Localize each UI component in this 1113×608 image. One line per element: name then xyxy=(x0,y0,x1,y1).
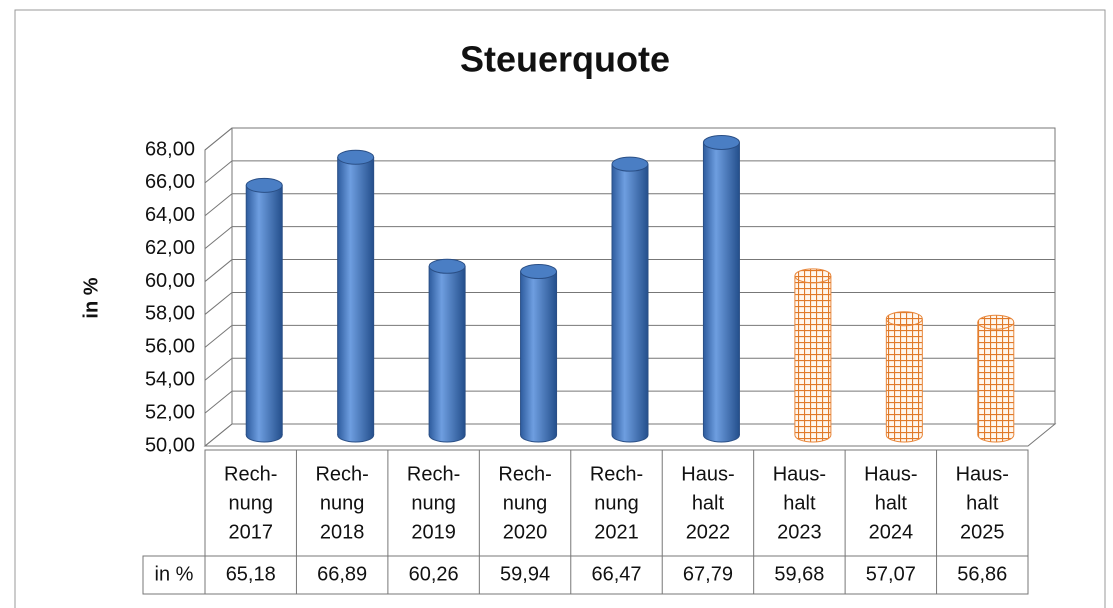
category-label: 2022 xyxy=(686,521,731,543)
bar-body xyxy=(520,271,557,435)
value-label: 66,47 xyxy=(591,563,641,585)
category-label: Haus- xyxy=(773,463,826,485)
value-label: 56,86 xyxy=(957,563,1007,585)
category-label: halt xyxy=(875,492,908,514)
bar xyxy=(794,268,832,443)
grid-line xyxy=(204,324,1055,348)
category-label: 2018 xyxy=(320,521,365,543)
bar-body xyxy=(337,157,374,435)
category-label: nung xyxy=(594,492,639,514)
bar-top xyxy=(520,264,558,280)
category-label: 2021 xyxy=(594,521,639,543)
bar-edge xyxy=(702,142,740,435)
y-tick-label: 52,00 xyxy=(145,401,195,423)
bar-top xyxy=(611,156,649,172)
y-tick-label: 66,00 xyxy=(145,171,195,193)
y-tick-label: 62,00 xyxy=(145,237,195,259)
category-label: nung xyxy=(320,492,365,514)
bar xyxy=(611,156,649,443)
category-label: 2025 xyxy=(960,521,1005,543)
value-label: 59,68 xyxy=(774,563,824,585)
bar-body xyxy=(612,164,648,435)
y-tick-label: 54,00 xyxy=(145,369,195,391)
bar xyxy=(702,134,740,443)
grid-line xyxy=(204,259,1055,282)
grid-line xyxy=(204,193,1055,217)
bar-body xyxy=(429,266,466,435)
value-label: 60,26 xyxy=(409,563,459,585)
category-label: halt xyxy=(692,492,725,514)
bar-body xyxy=(977,322,1014,435)
y-tick-label: 64,00 xyxy=(145,204,195,226)
table-value-row xyxy=(142,555,1029,595)
bar-edge xyxy=(337,157,375,435)
bar-body xyxy=(886,318,923,435)
bar xyxy=(245,177,283,443)
bar xyxy=(428,258,466,443)
grid-line xyxy=(204,127,1055,151)
bar-edge xyxy=(611,164,649,435)
y-tick-label: 58,00 xyxy=(145,303,195,325)
bar-edge xyxy=(520,271,558,435)
bar-top xyxy=(885,311,923,327)
bar-top xyxy=(702,134,740,150)
category-label: Rech- xyxy=(224,463,277,485)
category-label: Rech- xyxy=(590,463,643,485)
grid-line xyxy=(204,423,1055,447)
y-tick-label: 60,00 xyxy=(145,270,195,292)
value-label: 66,89 xyxy=(317,563,367,585)
category-label: Rech- xyxy=(407,463,460,485)
category-label: 2020 xyxy=(503,521,548,543)
grid-line xyxy=(204,357,1055,381)
bar-top xyxy=(428,258,466,274)
bar-body xyxy=(703,142,740,435)
category-label: Rech- xyxy=(498,463,551,485)
category-label: 2017 xyxy=(228,521,273,543)
y-tick-label: 56,00 xyxy=(145,336,195,358)
bar-top xyxy=(794,268,832,284)
bar-top xyxy=(977,314,1015,330)
chart-title: Steuerquote xyxy=(460,39,670,80)
y-axis-label: in % xyxy=(80,277,102,318)
value-label: 57,07 xyxy=(866,563,916,585)
frame xyxy=(14,9,1106,608)
y-tick-label: 50,00 xyxy=(145,434,195,456)
bar-edge xyxy=(977,322,1015,435)
bar-edge xyxy=(245,185,283,435)
value-label: 59,94 xyxy=(500,563,550,585)
category-label: 2024 xyxy=(869,521,914,543)
category-label: Haus- xyxy=(864,463,917,485)
category-label: nung xyxy=(228,492,273,514)
grid-line xyxy=(204,390,1055,414)
category-label: halt xyxy=(783,492,816,514)
category-label: Haus- xyxy=(681,463,734,485)
category-label: halt xyxy=(966,492,999,514)
bar-edge xyxy=(885,318,923,435)
grid-line xyxy=(204,160,1055,184)
table-row-label: in % xyxy=(155,563,194,585)
bar-body xyxy=(246,185,283,435)
category-label: 2019 xyxy=(411,521,456,543)
value-label: 67,79 xyxy=(683,563,733,585)
grid-line xyxy=(204,226,1055,250)
bar xyxy=(337,149,375,443)
value-label: 65,18 xyxy=(226,563,276,585)
bar-top xyxy=(245,177,283,193)
category-label: nung xyxy=(503,492,548,514)
bar xyxy=(885,311,923,443)
y-tick-label: 68,00 xyxy=(145,138,195,160)
category-label: 2023 xyxy=(777,521,822,543)
category-label: nung xyxy=(411,492,456,514)
bar xyxy=(977,314,1015,443)
grid-line xyxy=(204,291,1055,315)
bar-top xyxy=(337,149,375,165)
category-label: Haus- xyxy=(956,463,1009,485)
bar xyxy=(520,264,558,443)
category-label: Rech- xyxy=(315,463,368,485)
bar-edge xyxy=(428,266,466,435)
bar-edge xyxy=(794,275,832,435)
bar-body xyxy=(794,275,831,435)
